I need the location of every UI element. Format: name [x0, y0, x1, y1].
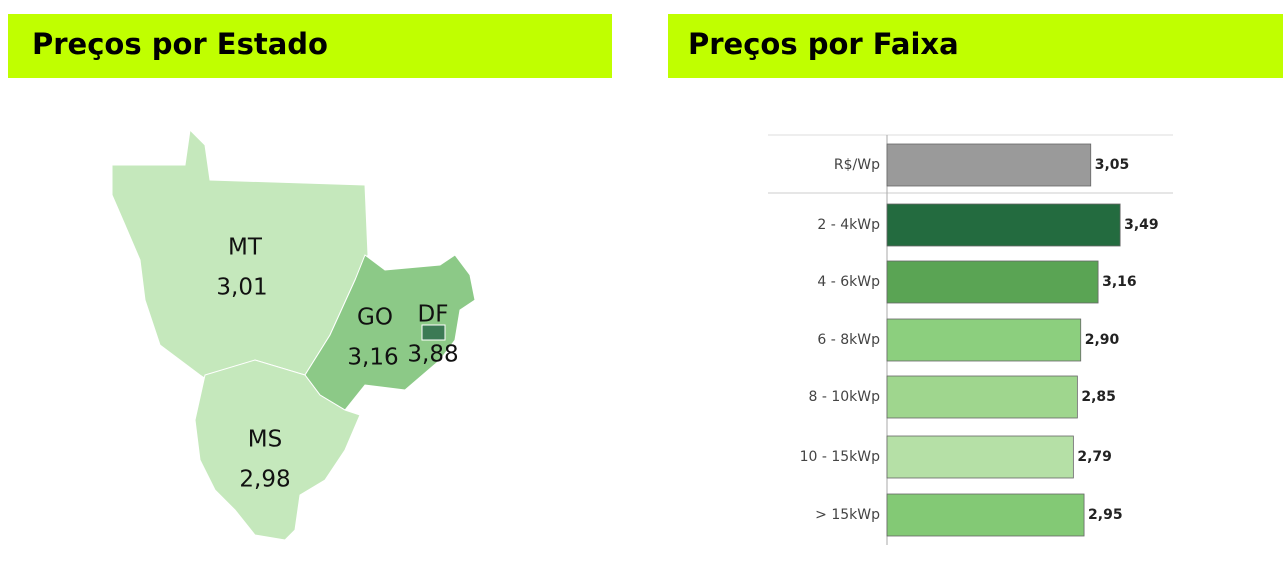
bar — [886, 375, 1078, 419]
bar — [886, 435, 1074, 479]
bar — [886, 493, 1085, 537]
region-name: GO — [357, 305, 393, 331]
category-label: 6 - 8kWp — [817, 332, 880, 348]
header-bar — [8, 14, 612, 78]
category-label: 8 - 10kWp — [808, 389, 880, 405]
value-label: 2,85 — [1081, 389, 1116, 405]
region-value: 2,98 — [239, 467, 290, 493]
value-label: 2,79 — [1077, 449, 1112, 465]
category-label: 10 - 15kWp — [800, 449, 881, 465]
region-value: 3,16 — [347, 345, 398, 371]
region-name: DF — [418, 302, 449, 328]
panel-title: Preços por Faixa — [688, 27, 959, 61]
region-value: 3,01 — [216, 275, 267, 301]
region-value: 3,88 — [407, 342, 458, 368]
bar — [886, 203, 1121, 247]
region-name: MT — [228, 235, 263, 261]
bar — [886, 318, 1082, 362]
region — [304, 254, 476, 411]
value-label: 3,05 — [1095, 157, 1130, 173]
bar — [886, 260, 1099, 304]
bar — [886, 143, 1092, 187]
header-bar — [668, 14, 1283, 78]
region — [421, 324, 446, 341]
region — [194, 359, 361, 541]
category-label: > 15kWp — [815, 507, 880, 523]
panel-title: Preços por Estado — [32, 27, 328, 61]
value-label: 2,90 — [1085, 332, 1120, 348]
value-label: 2,95 — [1088, 507, 1123, 523]
category-label: 4 - 6kWp — [817, 274, 880, 290]
region-name: MS — [248, 427, 282, 453]
category-label: R$/Wp — [834, 157, 880, 173]
category-label: 2 - 4kWp — [817, 217, 880, 233]
value-label: 3,49 — [1124, 217, 1159, 233]
value-label: 3,16 — [1102, 274, 1137, 290]
